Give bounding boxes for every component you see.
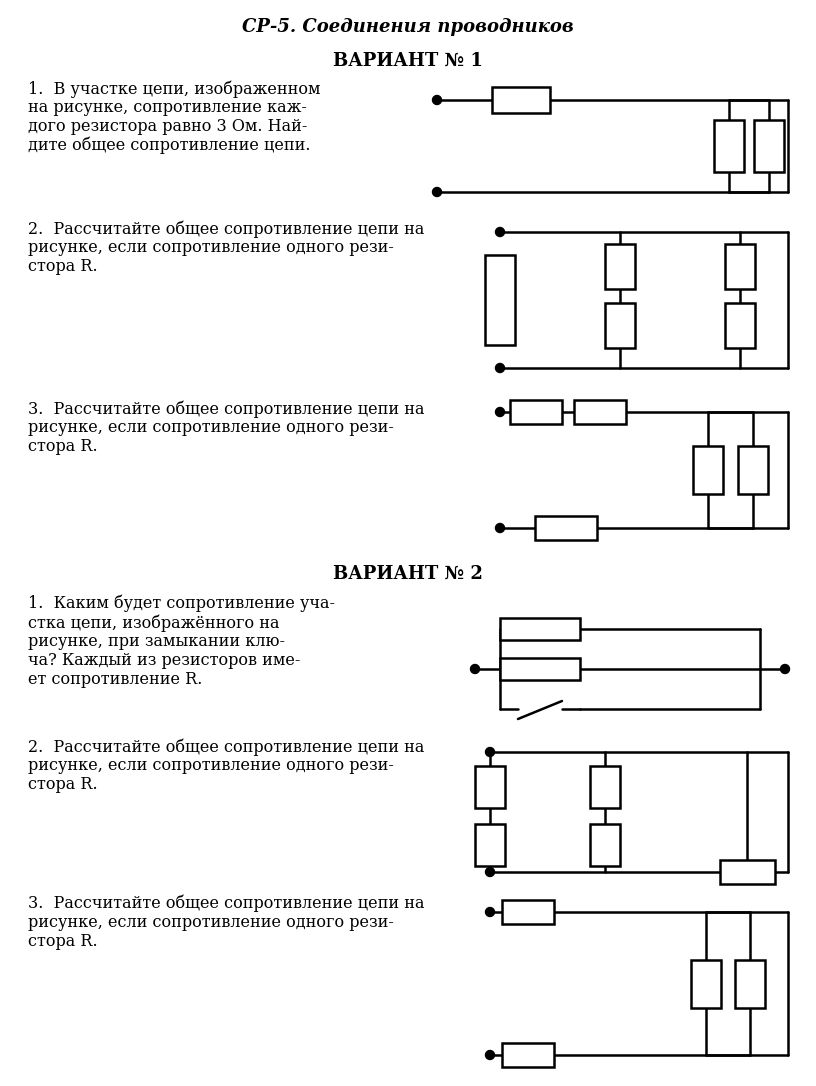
Circle shape	[471, 665, 480, 673]
Bar	[735, 960, 765, 1008]
Text: ет сопротивление R.: ет сопротивление R.	[28, 671, 202, 689]
Circle shape	[495, 407, 504, 417]
Circle shape	[780, 665, 790, 673]
Text: рисунке, если сопротивление одного рези-: рисунке, если сопротивление одного рези-	[28, 419, 394, 435]
Bar	[720, 860, 775, 884]
Text: стора R.: стора R.	[28, 776, 98, 793]
Bar	[590, 766, 620, 808]
Circle shape	[486, 908, 494, 917]
Circle shape	[495, 364, 504, 372]
Text: 1.  В участке цепи, изображенном: 1. В участке цепи, изображенном	[28, 80, 321, 98]
Text: 3.  Рассчитайте общее сопротивление цепи на: 3. Рассчитайте общее сопротивление цепи …	[28, 400, 424, 417]
Text: ча? Каждый из резисторов име-: ча? Каждый из резисторов име-	[28, 652, 300, 669]
Bar	[535, 516, 597, 540]
Text: стора R.: стора R.	[28, 933, 98, 950]
Text: рисунке, если сопротивление одного рези-: рисунке, если сопротивление одного рези-	[28, 239, 394, 256]
Text: ВАРИАНТ № 1: ВАРИАНТ № 1	[333, 52, 483, 70]
Bar	[693, 446, 723, 494]
Text: стка цепи, изображённого на: стка цепи, изображённого на	[28, 614, 280, 631]
Text: ВАРИАНТ № 2: ВАРИАНТ № 2	[333, 565, 483, 583]
Bar	[725, 244, 755, 289]
Bar	[500, 658, 580, 680]
Text: СР-5. Соединения проводников: СР-5. Соединения проводников	[242, 18, 574, 36]
Text: стора R.: стора R.	[28, 438, 98, 455]
Bar	[725, 303, 755, 348]
Text: 2.  Рассчитайте общее сопротивление цепи на: 2. Рассчитайте общее сопротивление цепи …	[28, 738, 424, 756]
Bar	[605, 303, 635, 348]
Bar	[502, 1043, 554, 1068]
Bar	[500, 618, 580, 640]
Bar	[738, 446, 768, 494]
Bar	[574, 400, 626, 424]
Circle shape	[495, 523, 504, 532]
Bar	[492, 87, 550, 113]
Text: 1.  Каким будет сопротивление уча-: 1. Каким будет сопротивление уча-	[28, 595, 335, 613]
Text: рисунке, если сопротивление одного рези-: рисунке, если сопротивление одного рези-	[28, 757, 394, 774]
Text: 3.  Рассчитайте общее сопротивление цепи на: 3. Рассчитайте общее сопротивление цепи …	[28, 895, 424, 912]
Circle shape	[486, 868, 494, 876]
Bar	[502, 900, 554, 924]
Bar	[754, 119, 784, 172]
Text: дите общее сопротивление цепи.: дите общее сопротивление цепи.	[28, 137, 311, 154]
Text: рисунке, при замыкании клю-: рисунке, при замыкании клю-	[28, 633, 285, 651]
Circle shape	[432, 96, 441, 104]
Text: рисунке, если сопротивление одного рези-: рисунке, если сопротивление одного рези-	[28, 914, 394, 931]
Bar	[590, 824, 620, 866]
Text: дого резистора равно 3 Ом. Най-: дого резистора равно 3 Ом. Най-	[28, 118, 308, 135]
Bar	[485, 255, 515, 345]
Text: на рисунке, сопротивление каж-: на рисунке, сопротивление каж-	[28, 99, 307, 116]
Circle shape	[486, 747, 494, 757]
Text: 2.  Рассчитайте общее сопротивление цепи на: 2. Рассчитайте общее сопротивление цепи …	[28, 220, 424, 238]
Bar	[510, 400, 562, 424]
Circle shape	[495, 227, 504, 237]
Text: стора R.: стора R.	[28, 258, 98, 275]
Bar	[691, 960, 721, 1008]
Bar	[714, 119, 744, 172]
Circle shape	[432, 188, 441, 197]
Bar	[475, 766, 505, 808]
Circle shape	[486, 1050, 494, 1060]
Bar	[475, 824, 505, 866]
Bar	[605, 244, 635, 289]
